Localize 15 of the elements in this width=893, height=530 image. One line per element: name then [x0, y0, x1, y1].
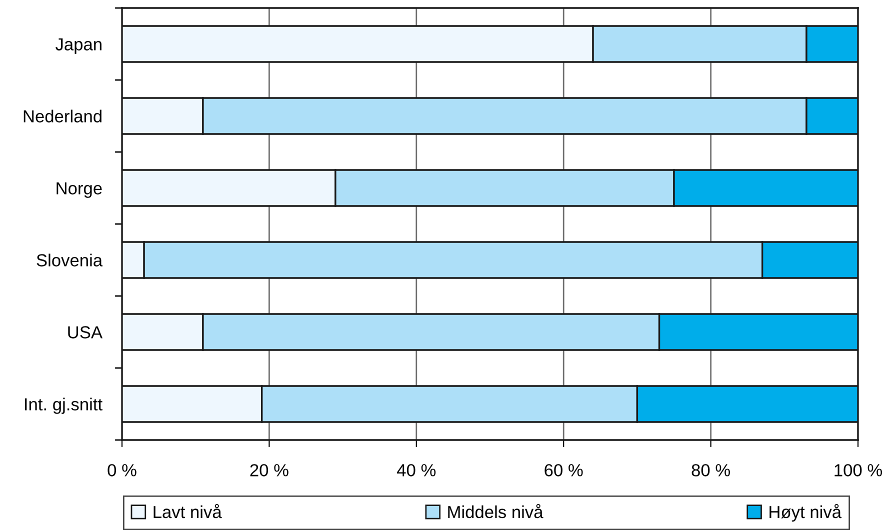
- y-tick-label: Japan: [56, 38, 102, 54]
- x-tick-label: 20 %: [250, 464, 288, 476]
- legend-label: Middels nivå: [448, 504, 544, 518]
- x-tick-label: 40 %: [397, 464, 436, 476]
- legend-label: Lavt nivå: [154, 504, 222, 518]
- y-tick-label: USA: [68, 326, 103, 338]
- x-tick-label: 100 %: [834, 464, 882, 476]
- y-tick-label: Slovenia: [36, 254, 103, 266]
- legend-label: Høyt nivå: [770, 504, 842, 522]
- y-tick-label: Norge: [56, 182, 102, 198]
- x-tick-label: 60 %: [544, 464, 583, 476]
- x-tick-label: 80 %: [692, 464, 730, 476]
- y-tick-label: Int. gj.snitt: [25, 398, 102, 414]
- y-tick-label: Nederland: [24, 110, 102, 122]
- x-tick-label: 0 %: [108, 464, 136, 476]
